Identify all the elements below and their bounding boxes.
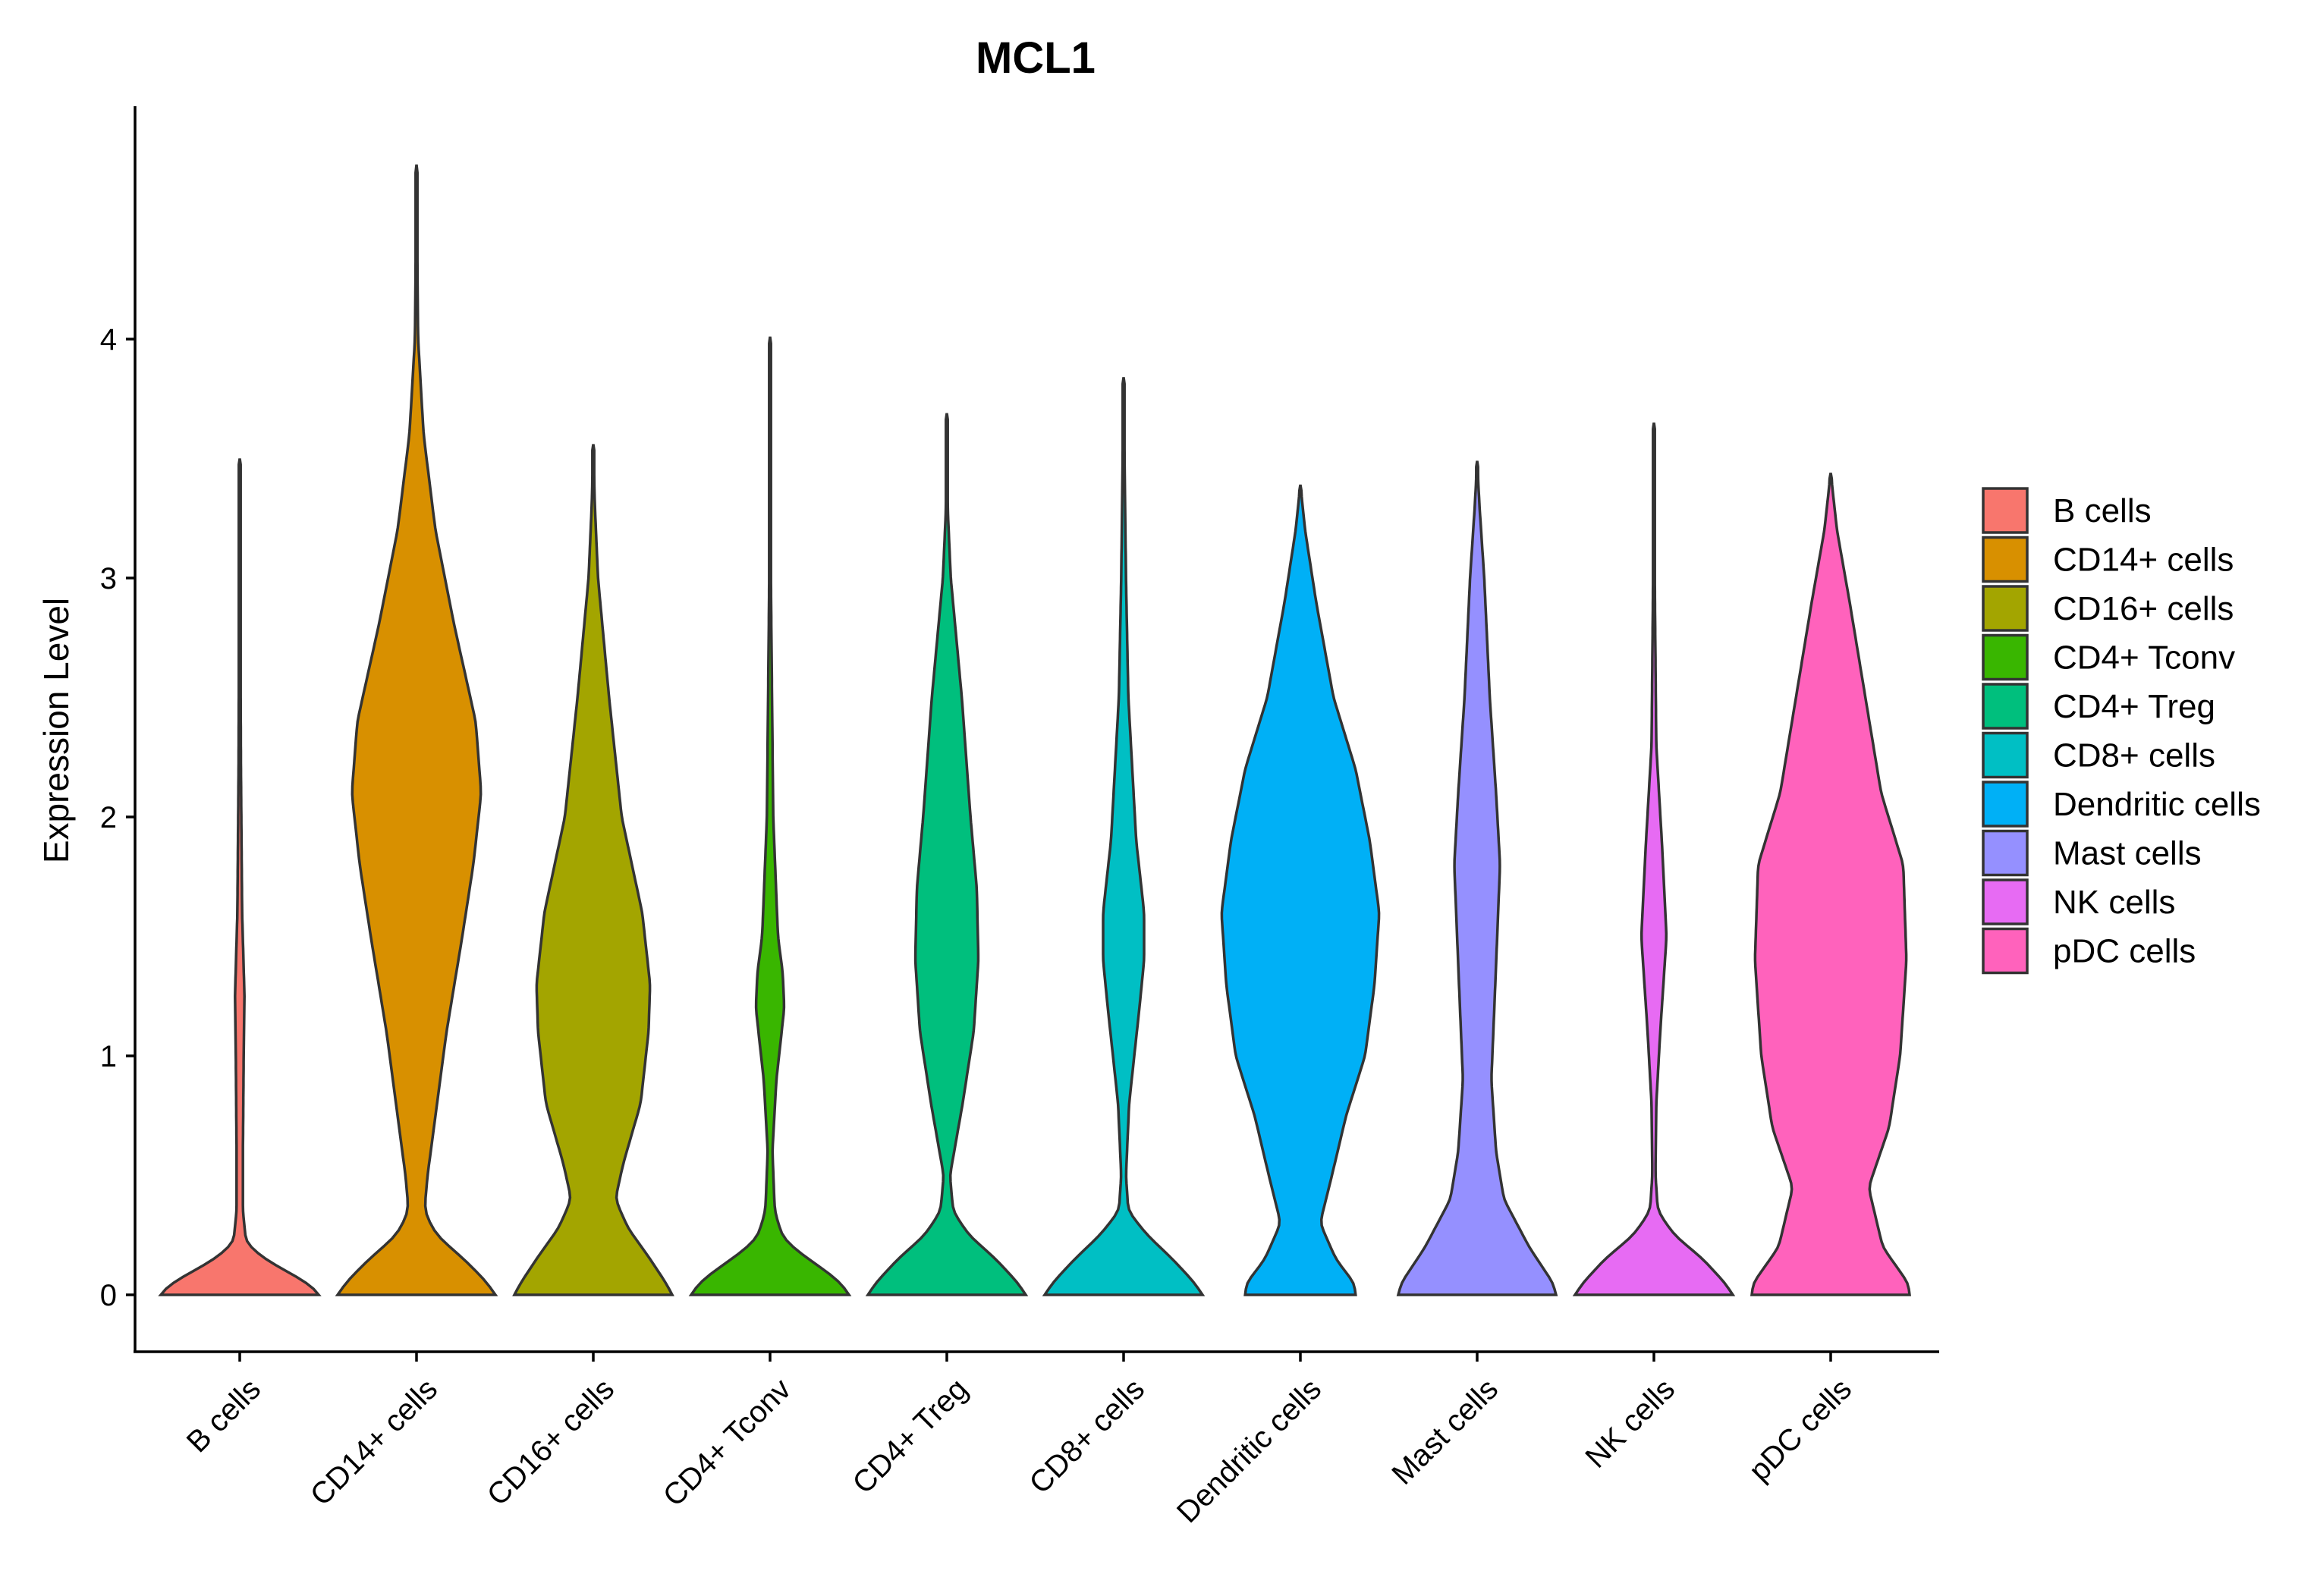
- legend-swatch-cd14-cells: [1982, 536, 2029, 583]
- legend-swatch-nk-cells: [1982, 878, 2029, 925]
- legend-swatch-mast-cells: [1982, 829, 2029, 877]
- legend-label-nk-cells: NK cells: [2053, 884, 2175, 921]
- violin-b-cells: [158, 458, 322, 1296]
- legend-swatch-pdc-cells: [1982, 927, 2029, 975]
- x-tick-label-cd8-cells: CD8+ cells: [1023, 1372, 1152, 1500]
- legend-label-dendritic-cells: Dendritic cells: [2053, 786, 2261, 823]
- legend-swatch-cd8-cells: [1982, 731, 2029, 779]
- violin-cd4-tconv: [688, 336, 852, 1296]
- x-tick-label-pdc-cells: pDC cells: [1743, 1372, 1858, 1488]
- y-axis-title: Expression Level: [36, 598, 76, 863]
- violin-cd4-treg: [865, 413, 1029, 1296]
- x-tick-label-dendritic-cells: Dendritic cells: [1171, 1372, 1328, 1529]
- y-tick-label: 1: [100, 1040, 117, 1073]
- legend-label-mast-cells: Mast cells: [2053, 835, 2202, 872]
- violin-dendritic-cells: [1220, 484, 1381, 1296]
- legend-label-pdc-cells: pDC cells: [2053, 933, 2196, 970]
- legend-swatch-cd4-tconv: [1982, 633, 2029, 681]
- legend: B cells CD14+ cells CD16+ cells CD4+ Tconv C…: [1982, 487, 2261, 975]
- chart-title: MCL1: [976, 33, 1096, 83]
- x-tick-label-cd4-tconv: CD4+ Tconv: [657, 1372, 797, 1513]
- legend-label-cd8-cells: CD8+ cells: [2053, 737, 2215, 774]
- violin-cd8-cells: [1042, 377, 1206, 1296]
- x-tick-label-cd4-treg: CD4+ Treg: [846, 1372, 974, 1500]
- violin-nk-cells: [1572, 423, 1736, 1296]
- legend-swatch-cd4-treg: [1982, 683, 2029, 730]
- legend-label-cd4-treg: CD4+ Treg: [2053, 688, 2215, 725]
- legend-swatch-b-cells: [1982, 487, 2029, 534]
- y-tick-label: 0: [100, 1279, 117, 1312]
- violin-cd14-cells: [335, 164, 498, 1296]
- legend-swatch-cd16-cells: [1982, 585, 2029, 632]
- y-tick-label: 3: [100, 562, 117, 595]
- violins-layer: [158, 164, 1911, 1296]
- legend-label-cd14-cells: CD14+ cells: [2053, 542, 2234, 579]
- x-axis-ticks: B cells CD14+ cells CD16+ cells CD4+ Tconv C…: [181, 1352, 1858, 1529]
- legend-label-cd16-cells: CD16+ cells: [2053, 590, 2234, 627]
- y-tick-label: 2: [100, 801, 117, 834]
- legend-label-b-cells: B cells: [2053, 492, 2152, 529]
- x-tick-label-cd14-cells: CD14+ cells: [304, 1372, 444, 1512]
- legend-label-cd4-tconv: CD4+ Tconv: [2053, 639, 2235, 677]
- x-tick-label-mast-cells: Mast cells: [1385, 1372, 1504, 1491]
- violin-pdc-cells: [1750, 473, 1911, 1296]
- y-axis-ticks: 0 1 2 3 4: [100, 323, 135, 1312]
- x-tick-label-b-cells: B cells: [181, 1372, 267, 1459]
- legend-swatch-dendritic-cells: [1982, 781, 2029, 828]
- y-tick-label: 4: [100, 323, 117, 357]
- violin-cd16-cells: [512, 444, 674, 1296]
- violin-mast-cells: [1396, 460, 1558, 1296]
- x-tick-label-cd16-cells: CD16+ cells: [481, 1372, 621, 1512]
- x-tick-label-nk-cells: NK cells: [1579, 1372, 1681, 1475]
